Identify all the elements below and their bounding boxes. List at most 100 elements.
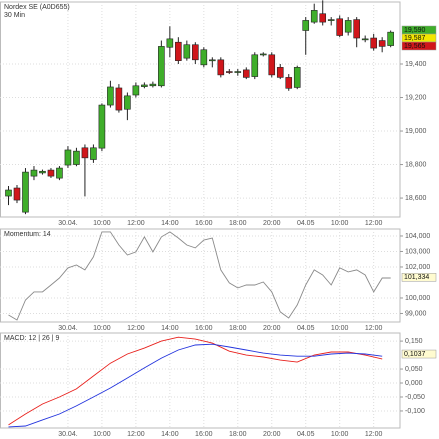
y-tick-label: -0,050	[405, 394, 425, 401]
price-tag-label: 19,587	[404, 35, 426, 42]
candle-body	[251, 54, 259, 77]
candle-body	[209, 59, 216, 62]
candle-body	[183, 44, 191, 59]
candle-body	[166, 38, 174, 48]
candle-body	[56, 167, 63, 179]
candle-body	[132, 85, 140, 96]
candle-body	[387, 31, 394, 46]
y-tick-label: 19,400	[405, 61, 427, 68]
candle-body	[259, 53, 267, 56]
candle-body	[344, 20, 352, 33]
x-tick-label: 10:00	[331, 325, 349, 332]
y-tick-label: 103,000	[405, 248, 430, 255]
x-tick-label: 10:00	[331, 431, 349, 438]
candle-body	[90, 147, 97, 160]
x-tick-label: 12:00	[127, 431, 145, 438]
x-tick-label: 20:00	[263, 431, 281, 438]
x-tick-label: 16:00	[195, 325, 213, 332]
line-series	[8, 343, 383, 428]
x-tick-label: 14:00	[161, 220, 179, 227]
candle-body	[234, 71, 242, 73]
y-tick-label: 100,000	[405, 295, 430, 302]
x-tick-label: 10:00	[93, 431, 111, 438]
candle-body	[200, 49, 208, 66]
candle-body	[302, 20, 310, 31]
candle-body	[175, 41, 182, 61]
panel-title: Nordex SE (A0D655)	[4, 4, 70, 11]
x-tick-label: 12:00	[127, 220, 145, 227]
candle-body	[124, 95, 131, 110]
y-tick-label: 19,200	[405, 94, 427, 101]
candle-body	[276, 67, 284, 78]
x-tick-label: 10:00	[93, 220, 111, 227]
x-tick-label: 30.04.	[58, 325, 78, 332]
candle-body	[242, 69, 250, 78]
x-tick-label: 30.04.	[58, 431, 78, 438]
x-tick-label: 20:00	[263, 220, 281, 227]
x-tick-label: 18:00	[229, 325, 247, 332]
price-tag-label: 0,1037	[404, 351, 426, 358]
panel-title: Momentum: 14	[4, 231, 51, 238]
y-tick-label: 19,000	[405, 128, 427, 135]
x-tick-label: 16:00	[195, 431, 213, 438]
x-tick-label: 10:00	[331, 220, 349, 227]
candle-body	[22, 171, 29, 213]
x-tick-label: 18:00	[229, 431, 247, 438]
panel-frame	[0, 228, 401, 323]
x-tick-label: 16:00	[195, 220, 213, 227]
candle-body	[30, 169, 38, 177]
x-tick-label: 18:00	[229, 220, 247, 227]
price-tag	[401, 349, 437, 359]
candle-body	[64, 149, 72, 166]
x-tick-label: 04.05	[297, 431, 315, 438]
candle-body	[310, 10, 318, 23]
candle-body	[107, 86, 114, 106]
price-tag	[401, 273, 437, 282]
y-tick-label: 0,000	[405, 380, 423, 387]
x-tick-label: 20:00	[263, 325, 281, 332]
candle-body	[293, 67, 301, 88]
y-tick-label: 104,000	[405, 233, 430, 240]
y-tick-label: -0,100	[405, 408, 425, 415]
candle-body	[217, 59, 225, 76]
price-tag	[401, 41, 437, 51]
panel-frame	[0, 332, 401, 429]
candle-body	[98, 104, 106, 149]
x-tick-label: 12:00	[127, 325, 145, 332]
candle-body	[39, 170, 46, 174]
panel-frame	[0, 1, 401, 218]
x-tick-label: 12:00	[365, 325, 383, 332]
x-tick-label: 14:00	[161, 325, 179, 332]
x-tick-label: 30.04.	[58, 220, 78, 227]
candle-body	[115, 87, 123, 111]
panel-subtitle: 30 Min	[4, 12, 25, 19]
y-tick-label: 18,800	[405, 161, 427, 168]
x-tick-label: 12:00	[365, 220, 383, 227]
candle-body	[319, 13, 327, 23]
candle-body	[13, 187, 21, 201]
candle-body	[370, 37, 377, 49]
x-tick-label: 10:00	[93, 325, 111, 332]
candle-body	[149, 83, 157, 87]
candle-body	[81, 147, 89, 159]
panel-title: MACD: 12 | 26 | 9	[4, 335, 59, 342]
candle-body	[268, 54, 276, 76]
line-series	[8, 231, 391, 321]
candle-body	[47, 169, 55, 177]
candle-body	[225, 71, 233, 73]
price-tag-label: 101,334	[404, 274, 429, 281]
candle-body	[141, 84, 148, 87]
x-tick-label: 04.05	[297, 220, 315, 227]
panel: -0,100 -0,050 0,000 0,050 0,150 30.04. 10:00 12…	[0, 332, 437, 438]
candle-body	[5, 189, 12, 197]
y-tick-label: 18,600	[405, 195, 427, 202]
x-tick-label: 04.05	[297, 325, 315, 332]
y-tick-label: 0,050	[405, 366, 423, 373]
price-tag-label: 19,565	[404, 43, 426, 50]
panel: 18,600 18,800 19,000 19,200 19,400 30.04. 10:0…	[0, 0, 437, 227]
candle-body	[327, 19, 335, 21]
x-tick-label: 14:00	[161, 431, 179, 438]
y-tick-label: 102,000	[405, 264, 430, 271]
candle-body	[336, 18, 344, 36]
